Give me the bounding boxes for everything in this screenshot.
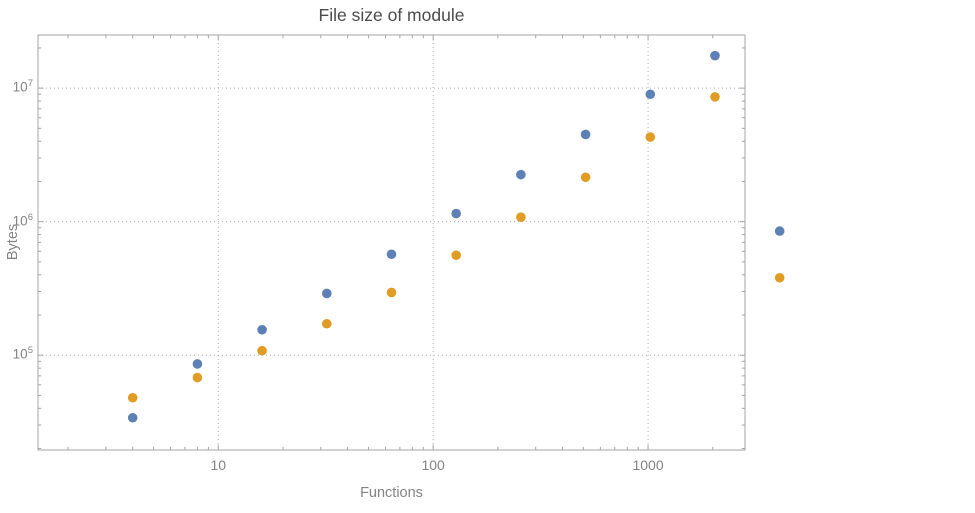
data-point-series-2-orange [774, 272, 785, 283]
data-point-series-2-orange [322, 318, 332, 329]
data-point-series-1-blue [257, 324, 267, 335]
data-point-series-1-blue [192, 359, 203, 369]
data-point-series-1-blue [774, 226, 785, 236]
x-tick-label: 100 [421, 457, 445, 473]
data-point-series-1-blue [451, 208, 461, 219]
data-point-series-2-orange [386, 287, 397, 298]
data-point-series-2-orange [127, 392, 138, 403]
data-point-series-2-orange [710, 92, 720, 102]
data-point-series-2-orange [580, 172, 591, 183]
x-axis-label: Functions [360, 485, 423, 501]
y-tick-label: 107 [12, 78, 33, 95]
data-point-series-1-blue [710, 50, 720, 61]
y-tick-label: 105 [12, 345, 33, 362]
data-point-series-1-blue [645, 89, 656, 100]
data-point-series-1-blue [127, 412, 138, 423]
plot-frame [37, 34, 746, 451]
x-tick-label: 10 [210, 457, 227, 473]
data-point-series-2-orange [516, 212, 526, 223]
data-point-series-1-blue [386, 249, 397, 260]
x-tick-label: 1000 [632, 457, 664, 473]
data-point-series-2-orange [451, 250, 461, 261]
data-point-series-2-orange [645, 132, 656, 142]
y-tick-label: 106 [12, 211, 33, 229]
data-point-series-1-blue [580, 129, 591, 140]
chart-title: File size of module [318, 5, 465, 25]
data-point-series-2-orange [257, 345, 267, 356]
y-axis-label: Bytes [5, 223, 21, 261]
data-point-series-1-blue [322, 288, 332, 299]
data-point-series-1-blue [516, 169, 526, 180]
data-point-series-2-orange [192, 372, 203, 383]
